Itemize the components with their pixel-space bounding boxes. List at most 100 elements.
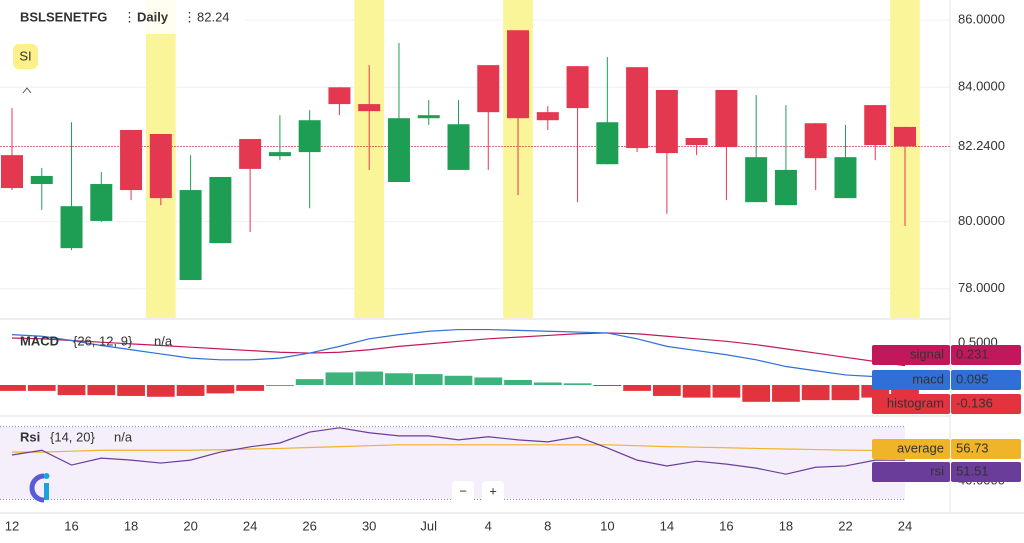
x-tick-label: 24 [898,518,912,533]
candle-body [507,30,530,119]
histogram-bar [593,385,622,387]
x-tick-label: 18 [124,518,138,533]
candle-body [209,176,232,244]
zoom-in[interactable] [482,481,504,503]
x-tick-label: 12 [5,518,19,533]
candle-body [834,157,857,199]
symbol: BSLSENETFG [20,9,107,24]
candle-body [596,122,619,165]
series-tag-value: 51.51 [956,463,989,478]
series-tag-value-bg [951,462,1021,482]
price-tag: 82.2400 [958,138,1005,153]
histogram-bar [652,385,681,396]
histogram-bar [414,374,443,386]
collapse-icon[interactable] [22,87,32,94]
macd-params: {26, 12, 9} [73,333,133,348]
histogram-bar [891,385,919,397]
series-tag-value: -0.136 [956,395,993,410]
candle-body [358,104,381,112]
histogram-bar [176,385,205,396]
histogram-bar [563,383,592,386]
y-tick-label: 78.0000 [958,280,1005,295]
series-tag-value-bg [951,439,1021,459]
histogram-bar [474,377,503,386]
histogram-bar [801,385,830,401]
last-price: 82.24 [197,9,230,24]
y-tick-label: 84.0000 [958,79,1005,94]
histogram-bar [444,375,473,386]
histogram-bar [0,385,26,391]
zoom-out[interactable] [452,481,474,503]
candle-body [179,190,202,281]
histogram-bar [712,385,741,398]
candle-body [60,206,83,249]
rsi-params: {14, 20} [50,429,95,444]
histogram-bar [146,385,175,397]
series-tag-value: 56.73 [956,440,989,455]
histogram-bar [742,385,771,402]
x-tick-label: 14 [660,518,674,533]
histogram-bar [385,373,413,386]
macd-title: MACD [20,333,59,348]
candle-body [149,133,172,199]
x-tick-label: 30 [362,518,376,533]
price-tag-bg [951,136,1024,157]
series-tag-name: histogram [887,395,944,410]
zoom-out-icon[interactable]: − [459,483,467,498]
separator: ⋮ [123,9,136,24]
histogram-bar [682,385,711,398]
series-tag-name: average [897,440,944,455]
histogram-bar [831,385,860,401]
si-button-label[interactable]: SI [19,48,31,63]
x-tick-label: 16 [719,518,733,533]
candle-body [239,139,262,169]
series-tag-value-bg [951,370,1021,390]
histogram-bar [772,385,800,402]
histogram-bar [87,385,116,396]
interval[interactable]: Daily [137,9,169,24]
candle-body [328,87,351,105]
candle-body [30,175,53,185]
si-button[interactable] [13,44,38,69]
histogram-bar [325,372,354,386]
candle-body [268,152,291,157]
x-tick-label: 4 [485,518,492,533]
x-tick-label: Jul [420,518,437,533]
x-tick-label: 24 [243,518,257,533]
candle-body [120,129,143,191]
macd-status: n/a [154,333,173,348]
rsi-title: Rsi [20,429,40,444]
series-tag-name-bg [872,462,950,482]
candle-body [566,66,589,109]
candle-body [655,89,678,154]
candle-body [685,138,708,146]
series-tag-name-bg [872,370,950,390]
candle-body [298,120,321,153]
candle-body [417,115,440,119]
y-tick-label: 80.0000 [958,213,1005,228]
histogram-bar [206,385,235,394]
candle-body [447,124,470,170]
series-tag-name: rsi [930,463,944,478]
series-tag-name-bg [872,345,950,365]
histogram-bar [236,385,265,391]
histogram-bar [355,371,384,386]
histogram-bar [504,379,532,386]
series-tag-name: macd [912,371,944,386]
candle-body [90,184,113,221]
candle-body [387,118,410,183]
candle-body [774,169,797,206]
zoom-in-icon[interactable]: + [489,483,497,498]
histogram-bar [27,385,56,391]
candle-body [536,112,559,121]
x-tick-label: 16 [64,518,78,533]
x-tick-label: 8 [544,518,551,533]
histogram-bar [295,379,324,386]
histogram-bar [623,385,651,391]
x-tick-label: 20 [183,518,197,533]
candle-body [894,126,916,147]
series-line [12,444,906,453]
series-tag-name: signal [910,346,944,361]
series-tag-value: 0.095 [956,371,989,386]
